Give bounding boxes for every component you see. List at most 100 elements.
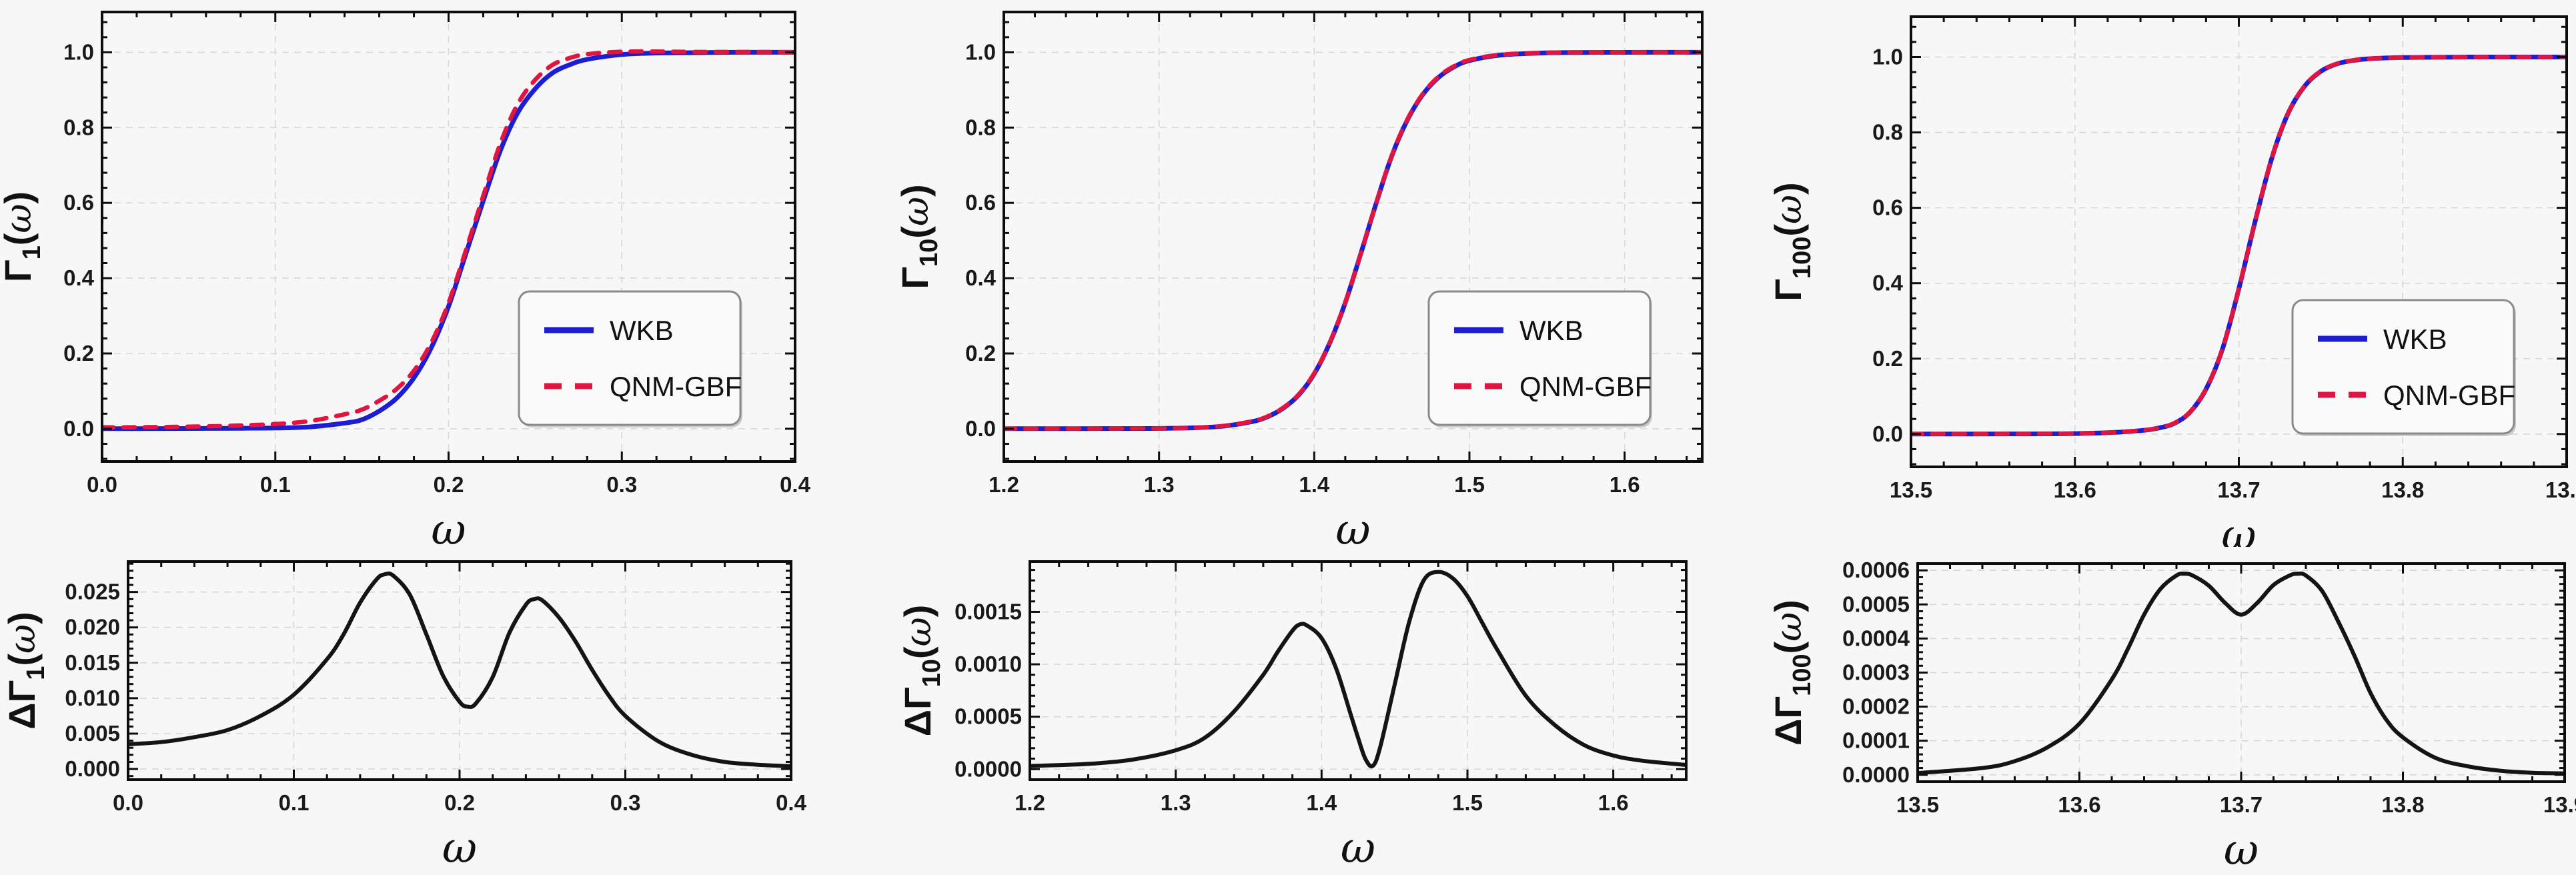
y-tick-label: 1.0 <box>965 39 996 64</box>
chart-delta-gamma-1: 0.0 0.1 0.2 0.3 0.4 0.000 0.005 0.010 0.015 0.020… <box>0 547 858 875</box>
legend-label: WKB <box>2383 323 2447 355</box>
y-tick-label: 0.0 <box>965 416 996 441</box>
x-tick-label: 1.5 <box>1454 472 1485 497</box>
gamma-10-plot: 1.2 1.3 1.4 1.5 1.6 0.0 0.2 0.4 0.6 0.8 1.0 ω Γ10(ω)… <box>894 11 1704 547</box>
x-tick-labels: 0.0 0.1 0.2 0.3 0.4 <box>113 790 807 815</box>
legend-box: WKB QNM-GBF <box>518 290 742 427</box>
x-tick-label: 0.1 <box>279 790 309 815</box>
x-tick-label: 0.4 <box>780 472 811 497</box>
y-tick-label: 0.8 <box>63 115 94 139</box>
y-axis-label: ΔΓ1(ω) <box>1 612 50 729</box>
x-tick-label: 1.6 <box>1609 472 1640 497</box>
y-tick-label: 0.0 <box>63 416 94 441</box>
y-axis-label: ΔΓ10(ω) <box>896 605 946 737</box>
x-tick-label: 1.6 <box>1598 790 1629 815</box>
y-axis-label: ΔΓ100(ω) <box>1767 600 1816 746</box>
y-tick-label: 0.8 <box>965 115 996 139</box>
x-tick-label: 0.0 <box>87 472 117 497</box>
y-tick-label: 0.2 <box>965 341 996 365</box>
plot-frame <box>127 560 792 781</box>
x-tick-label: 1.4 <box>1306 790 1337 815</box>
y-tick-label: 0.0010 <box>954 652 1022 676</box>
x-axis-label: ω <box>2221 511 2256 547</box>
x-tick-label: 13.6 <box>2054 478 2096 502</box>
x-tick-label: 0.2 <box>434 472 464 497</box>
y-tick-labels: 0.0000 0.0001 0.0002 0.0003 0.0004 0.0005 0.00… <box>1842 558 1910 787</box>
x-tick-label: 1.3 <box>1161 790 1191 815</box>
x-tick-label: 1.5 <box>1452 790 1483 815</box>
series-line-- <box>1031 570 1685 769</box>
y-tick-labels: 0.0 0.2 0.4 0.6 0.8 1.0 <box>63 39 95 440</box>
axis-ticks <box>127 562 792 780</box>
legend-label: WKB <box>1519 315 1583 346</box>
series-curves <box>129 571 790 768</box>
legend-frame <box>2291 299 2515 435</box>
chart-gamma-10: 1.2 1.3 1.4 1.5 1.6 0.0 0.2 0.4 0.6 0.8 1.0 ω Γ10(ω)… <box>858 0 1717 547</box>
y-tick-label: 0.0002 <box>1842 694 1910 719</box>
y-tick-label: 0.000 <box>65 756 120 781</box>
chart-delta-gamma-10: 1.2 1.3 1.4 1.5 1.6 0.0000 0.0005 0.0010 0.0015 ω… <box>858 547 1717 875</box>
series-line-- <box>129 571 790 768</box>
y-tick-labels: 0.0000 0.0005 0.0010 0.0015 <box>954 599 1022 781</box>
gridlines <box>128 562 791 780</box>
series-curves <box>103 49 794 431</box>
y-tick-label: 0.0004 <box>1842 626 1910 650</box>
series-curves <box>1031 570 1685 769</box>
x-tick-labels: 1.2 1.3 1.4 1.5 1.6 <box>1015 790 1629 815</box>
x-axis-label: ω <box>2224 826 2259 875</box>
x-tick-labels: 13.5 13.6 13.7 13.8 13.9 <box>1896 792 2576 817</box>
legend-box: WKB QNM-GBF <box>1427 290 1652 427</box>
y-tick-label: 0.005 <box>65 721 120 746</box>
plot-frame <box>1910 15 2568 468</box>
x-tick-label: 0.4 <box>776 790 807 815</box>
series-curves <box>1912 54 2565 437</box>
x-tick-label: 1.3 <box>1144 472 1175 497</box>
legend-label: WKB <box>610 315 674 346</box>
x-tick-label: 1.4 <box>1299 472 1330 497</box>
y-tick-label: 0.025 <box>65 580 120 604</box>
x-tick-label: 0.2 <box>444 790 475 815</box>
gridlines <box>1030 562 1686 780</box>
x-tick-labels: 13.5 13.6 13.7 13.8 13.9 <box>1890 478 2576 502</box>
y-tick-label: 0.2 <box>63 341 94 365</box>
x-tick-label: 0.3 <box>610 790 641 815</box>
gamma-1-plot: 0.0 0.1 0.2 0.3 0.4 0.0 0.2 0.4 0.6 0.8 1.0 ω Γ1(ω) W… <box>0 11 811 547</box>
y-tick-label: 0.4 <box>965 265 997 290</box>
series-line-qnm-gbf <box>1005 50 1701 431</box>
x-tick-label: 13.6 <box>2058 792 2100 817</box>
y-tick-label: 1.0 <box>63 39 94 64</box>
chart-delta-gamma-100: 13.513.613.713.813.90.00000.00010.00020.… <box>1717 547 2576 875</box>
plot-frame <box>1029 560 1688 781</box>
x-tick-label: 1.2 <box>1015 790 1045 815</box>
x-tick-label: 13.8 <box>2381 478 2424 502</box>
x-tick-label: 13.9 <box>2545 478 2576 502</box>
y-axis-label: Γ1(ω) <box>0 191 46 282</box>
y-tick-label: 0.2 <box>1872 346 1903 371</box>
x-tick-label: 0.0 <box>113 790 143 815</box>
y-tick-label: 1.0 <box>1872 44 1903 69</box>
y-axis-label: Γ10(ω) <box>894 184 943 289</box>
series-curves <box>1919 571 2563 776</box>
y-tick-label: 0.0006 <box>1842 558 1910 582</box>
gridlines <box>1918 564 2565 782</box>
plot-frame <box>1003 11 1704 463</box>
y-tick-label: 0.0005 <box>1842 592 1910 616</box>
chart-gamma-100: 13.5 13.6 13.7 13.8 13.9 0.0 0.2 0.4 0.6 0.8 1.0 ω Γ… <box>1717 0 2576 547</box>
y-tick-label: 0.0015 <box>954 599 1022 624</box>
plot-frame <box>101 11 796 463</box>
y-tick-label: 0.6 <box>1872 195 1903 220</box>
y-tick-label: 0.0005 <box>954 704 1022 729</box>
x-axis-label: ω <box>1341 824 1375 873</box>
delta-gamma-10-plot: 1.2 1.3 1.4 1.5 1.6 0.0000 0.0005 0.0010 0.0015 ω… <box>896 560 1688 873</box>
x-axis-label: ω <box>442 824 477 873</box>
y-tick-label: 0.4 <box>63 265 95 290</box>
x-tick-labels: 0.0 0.1 0.2 0.3 0.4 <box>87 472 811 497</box>
legend-frame <box>518 290 742 426</box>
legend-label: QNM-GBF <box>2383 379 2515 411</box>
y-tick-label: 0.010 <box>65 686 120 710</box>
series-line-- <box>1919 571 2563 776</box>
y-tick-labels: 0.000 0.005 0.010 0.015 0.020 0.025 <box>65 580 120 781</box>
delta-gamma-1-plot: 0.0 0.1 0.2 0.3 0.4 0.000 0.005 0.010 0.015 0.020… <box>1 560 807 873</box>
y-tick-label: 0.0000 <box>1842 762 1910 787</box>
legend-box: WKB QNM-GBF <box>2291 299 2516 436</box>
